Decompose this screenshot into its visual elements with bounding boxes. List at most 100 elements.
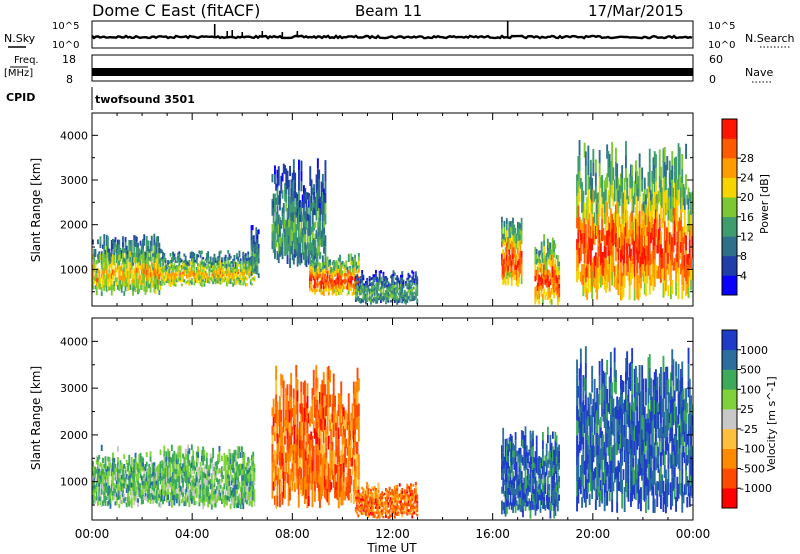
echo-cell-r0	[182, 497, 184, 502]
echo-cell-r1	[357, 416, 360, 429]
echo-cell-r0	[173, 478, 176, 484]
echo-cell-r1	[276, 464, 279, 476]
echo-cell-r8	[635, 207, 637, 219]
echo-cell-r8	[631, 233, 634, 245]
echo-cell-r1	[184, 267, 187, 271]
echo-cell-r1	[309, 466, 311, 475]
echo-cell-r0	[189, 463, 192, 468]
echo-cell-r0	[93, 488, 96, 493]
echo-cell-r2	[250, 225, 253, 231]
echo-cell-r0	[119, 464, 122, 469]
echo-cell-r7	[558, 292, 561, 298]
echo-cell-r1	[223, 260, 226, 263]
echo-cell-r0	[231, 459, 233, 465]
echo-cell-r8	[636, 196, 639, 210]
echo-cell-r0	[98, 496, 101, 501]
echo-cell-r5	[416, 293, 419, 296]
echo-cell-r1	[223, 257, 226, 260]
echo-cell-r1	[167, 260, 169, 263]
echo-cell-r1	[282, 471, 285, 485]
echo-cell-r1	[306, 383, 309, 396]
echo-cell-r0	[138, 261, 141, 267]
echo-cell-r8	[646, 188, 649, 199]
echo-cell-r1	[312, 369, 315, 383]
echo-cell-r6	[507, 280, 509, 285]
echo-cell-r8	[670, 234, 672, 248]
echo-cell-r0	[125, 259, 128, 265]
echo-cell-r1	[200, 276, 203, 280]
echo-cell-r1	[290, 420, 293, 433]
echo-cell-r8	[608, 167, 611, 182]
echo-cell-r5	[411, 294, 414, 298]
echo-cell-r0	[140, 248, 143, 254]
echo-cell-r0	[172, 476, 174, 482]
echo-cell-r0	[93, 484, 96, 489]
echo-cell-r0	[169, 477, 172, 483]
echo-cell-r3	[277, 214, 280, 225]
echo-cell-r5	[366, 280, 369, 283]
echo-cell-r0	[127, 282, 129, 287]
echo-cell-r8	[652, 277, 655, 291]
echo-cell-r3	[309, 225, 312, 236]
echo-cell-r5	[375, 300, 377, 304]
echo-cell-r4	[337, 276, 340, 281]
echo-cell-r0	[117, 457, 119, 463]
echo-cell-r1	[241, 268, 243, 271]
echo-cell-r0	[128, 262, 131, 268]
echo-cell-r0	[149, 277, 152, 283]
echo-cell-r0	[130, 467, 133, 473]
echo-cell-r8	[652, 197, 655, 211]
echo-cell-r1	[316, 477, 319, 488]
echo-cell-r0	[158, 493, 161, 499]
echo-cell-r0	[184, 488, 187, 495]
echo-cell-r0	[99, 254, 102, 260]
echo-cell-r5	[388, 285, 391, 288]
echo-cell-r8	[688, 210, 691, 221]
echo-cell-r7	[534, 275, 537, 282]
echo-cell-r0	[128, 267, 131, 274]
echo-cell-r8	[627, 263, 630, 273]
echo-cell-r0	[150, 246, 153, 252]
echo-cell-r8	[596, 257, 599, 268]
echo-cell-r0	[130, 472, 133, 478]
echo-cell-r1	[347, 479, 350, 490]
echo-cell-r8	[597, 278, 600, 290]
echo-cell-r1	[197, 263, 200, 267]
echo-cell-r4	[340, 282, 343, 286]
echo-cell-r1	[212, 257, 215, 261]
echo-cell-r5	[354, 286, 357, 289]
echo-cell-r1	[190, 271, 193, 275]
echo-cell-r7	[546, 244, 549, 251]
echo-cell-r3	[313, 207, 315, 215]
echo-cell-r0	[112, 462, 114, 467]
echo-cell-r1	[271, 480, 274, 490]
echo-cell-r1	[291, 408, 294, 418]
echo-cell-r0	[189, 497, 192, 501]
echo-cell-r0	[233, 496, 236, 503]
echo-cell-r1	[307, 444, 310, 455]
echo-cell-r1	[233, 257, 236, 261]
echo-cell-r4	[336, 288, 339, 293]
echo-cell-r1	[314, 428, 316, 439]
echo-cell-r0	[140, 269, 143, 275]
echo-cell-r1	[198, 250, 201, 254]
echo-cell-r3	[311, 187, 314, 195]
echo-cell-r8	[653, 191, 656, 206]
echo-cell-r0	[142, 248, 144, 254]
echo-cell-r1	[219, 271, 222, 275]
echo-cell-r0	[113, 491, 116, 496]
echo-cell-r8	[613, 265, 616, 277]
echo-cell-r4	[347, 290, 350, 295]
echo-cell-r7	[543, 234, 546, 241]
echo-cell-r0	[107, 247, 109, 253]
echo-cell-r8	[662, 267, 665, 283]
echo-cell-r7	[546, 294, 549, 301]
echo-cell-r0	[251, 491, 253, 497]
echo-cell-r5	[363, 283, 366, 286]
echo-cell-r0	[104, 500, 107, 506]
echo-cell-r5	[370, 291, 372, 294]
echo-cell-r8	[608, 264, 611, 278]
echo-cell-r0	[134, 280, 137, 287]
echo-cell-r0	[123, 473, 126, 479]
echo-cell-r1	[162, 272, 164, 277]
